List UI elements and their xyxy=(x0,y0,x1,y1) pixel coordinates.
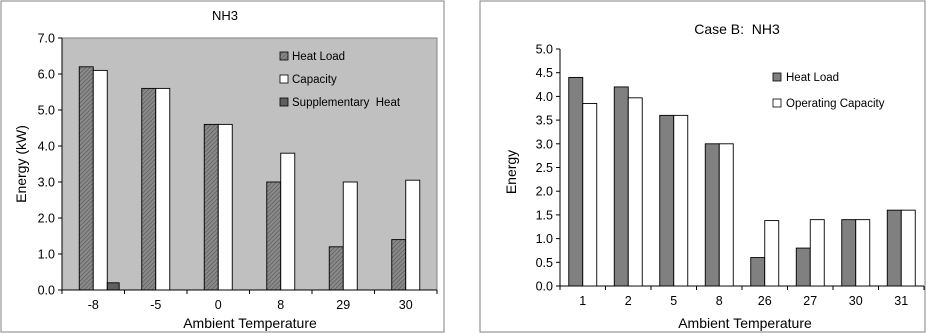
chart-1-bar-capacity xyxy=(405,179,421,291)
chart-2-y-tick-label: 0.5 xyxy=(536,256,553,270)
chart-2-legend-operating-capacity: Operating Capacity xyxy=(786,98,885,110)
chart-1-legend: Heat Load Capacity Supplementary Heat xyxy=(279,51,401,109)
chart-2-y-tick-label: 3.5 xyxy=(536,114,553,128)
chart-2-y-tick-label: 1.0 xyxy=(536,232,553,246)
chart-2-x-tick-label: 1 xyxy=(579,294,586,308)
chart-2-y-tick-label: 4.0 xyxy=(536,90,553,104)
chart-1-bar-heat-load xyxy=(203,123,219,291)
chart-2-x-tick-label: 31 xyxy=(894,294,908,308)
chart-2-x-tick-label: 5 xyxy=(670,294,677,308)
chart-1-legend-capacity: Capacity xyxy=(292,74,337,86)
chart-2-legend-heat-load: Heat Load xyxy=(786,72,839,84)
chart-2-bar-heat-load xyxy=(886,209,902,287)
chart-2-y-tick-label: 3.0 xyxy=(536,137,553,151)
chart-2-legend-swatch-operating-capacity xyxy=(772,98,782,108)
chart-2-x-tick-label: 26 xyxy=(758,294,772,308)
chart-1-bar-heat-load xyxy=(141,87,157,291)
chart-1-y-tick-label: 1.0 xyxy=(38,248,55,262)
chart-1-bar-supplementary-heat xyxy=(106,282,120,291)
chart-1-y-tick-label: 4.0 xyxy=(38,140,55,154)
chart-1: NH3 0.01.02.03.04.05.06.07.0 -8 -5 0 8 29 30 … xyxy=(0,0,445,333)
chart-1-bar-heat-load xyxy=(391,239,407,291)
chart-2-x-tick-label: 8 xyxy=(716,294,723,308)
chart-1-legend-swatch-heat-load xyxy=(279,51,289,61)
chart-2-x-tick-label: 27 xyxy=(803,294,817,308)
chart-2-bar-heat-load xyxy=(613,86,629,287)
chart-2-bar-operating-capacity xyxy=(718,143,734,287)
chart-1-y-tick-label: 2.0 xyxy=(38,212,55,226)
chart-2-bar-operating-capacity xyxy=(809,219,825,287)
chart-2-x-tick-label: 2 xyxy=(625,294,632,308)
chart-2-bar-heat-load xyxy=(795,247,811,287)
chart-1-y-tick-label: 7.0 xyxy=(38,32,55,46)
chart-1-x-tick-label: 8 xyxy=(277,298,284,312)
chart-2-title: Case B: NH3 xyxy=(694,21,780,37)
chart-2: Case B: NH3 0.0 0.5 1.0 1.5 2.0 2.5 3.0 3.5 4.0 4… xyxy=(479,0,926,333)
chart-2-y-tick-label: 5.0 xyxy=(536,43,553,57)
chart-2-bar-operating-capacity xyxy=(627,97,643,287)
chart-2-y-axis-label: Energy xyxy=(503,150,519,194)
chart-2-legend-swatch-heat-load xyxy=(772,72,782,82)
chart-1-bar-capacity xyxy=(217,123,233,291)
chart-1-x-tick-label: 0 xyxy=(215,298,222,312)
chart-1-x-tick-label: -5 xyxy=(150,298,161,312)
chart-2-legend: Heat Load Operating Capacity xyxy=(772,72,885,110)
chart-1-y-axis-label: Energy (kW) xyxy=(13,125,29,203)
chart-2-bar-heat-load xyxy=(750,257,766,287)
chart-2-bar-operating-capacity xyxy=(764,220,780,287)
chart-2-bar-operating-capacity xyxy=(900,209,916,287)
chart-1-x-tick-label: 30 xyxy=(399,298,413,312)
chart-1-y-tick-label: 6.0 xyxy=(38,68,55,82)
chart-2-bar-operating-capacity xyxy=(582,103,598,287)
chart-1-bar-capacity xyxy=(92,69,108,291)
chart-2-bar-heat-load xyxy=(704,143,720,287)
chart-2-bar-heat-load xyxy=(659,114,675,287)
chart-2-bar-operating-capacity xyxy=(855,219,871,287)
chart-1-legend-swatch-capacity xyxy=(279,74,289,84)
chart-2-y-tick-label: 4.5 xyxy=(536,66,553,80)
chart-1-bar-capacity xyxy=(155,87,171,291)
chart-2-y-tick-label: 1.5 xyxy=(536,208,553,222)
chart-1-bar-capacity xyxy=(342,181,358,291)
chart-1-y-tick-label: 0.0 xyxy=(38,284,55,298)
chart-1-y-tick-label: 3.0 xyxy=(38,176,55,190)
chart-1-legend-supplementary: Supplementary Heat xyxy=(292,97,401,109)
chart-1-y-tick-label: 5.0 xyxy=(38,104,55,118)
chart-1-bar-heat-load xyxy=(328,246,344,291)
chart-1-legend-heat-load: Heat Load xyxy=(292,51,345,63)
chart-2-y-tick-label: 2.5 xyxy=(536,161,553,175)
chart-1-bar-heat-load xyxy=(78,66,94,291)
chart-1-legend-swatch-supplementary xyxy=(279,97,289,107)
chart-1-x-tick-label: -8 xyxy=(88,298,99,312)
chart-2-bar-heat-load xyxy=(841,219,857,287)
chart-1-plot-area xyxy=(61,37,438,291)
chart-2-x-axis-label: Ambient Temperature xyxy=(678,315,812,331)
chart-2-bar-heat-load xyxy=(568,76,584,287)
chart-2-y-tick-label: 2.0 xyxy=(536,185,553,199)
chart-2-y-tick-label: 0.0 xyxy=(536,280,553,294)
chart-1-title: NH3 xyxy=(212,8,238,23)
chart-2-bar-operating-capacity xyxy=(673,114,689,287)
chart-2-x-tick-label: 30 xyxy=(849,294,863,308)
chart-1-bar-heat-load xyxy=(266,181,282,291)
chart-1-bar-capacity xyxy=(280,152,296,291)
chart-1-x-tick-label: 29 xyxy=(336,298,350,312)
chart-1-x-axis-label: Ambient Temperature xyxy=(183,315,317,331)
